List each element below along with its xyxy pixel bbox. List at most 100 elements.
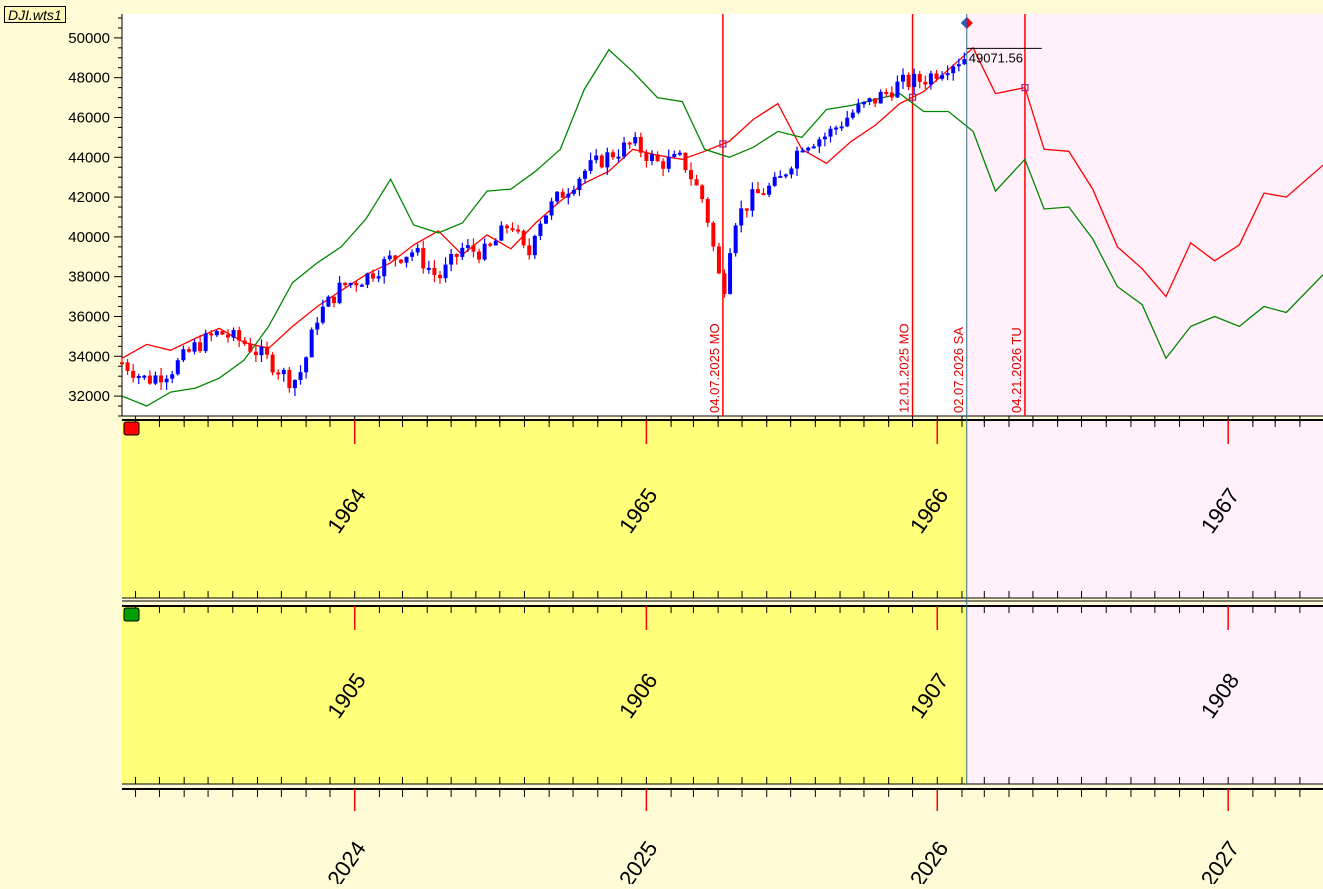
price-bar xyxy=(538,223,543,236)
price-bar xyxy=(170,374,175,379)
price-bar xyxy=(817,139,822,147)
price-bar xyxy=(225,334,230,338)
price-bar xyxy=(449,253,454,265)
price-bar xyxy=(560,191,565,198)
y-tick-label: 42000 xyxy=(68,189,110,206)
event-line-label: 04.21.2026 TU xyxy=(1009,327,1024,413)
price-bar xyxy=(711,222,716,247)
green-series-marker[interactable] xyxy=(123,607,140,622)
price-bar xyxy=(253,351,258,356)
price-bar xyxy=(281,369,286,375)
price-bar xyxy=(694,179,699,186)
price-bar xyxy=(889,92,894,98)
y-tick-label: 34000 xyxy=(68,348,110,365)
price-bar xyxy=(672,154,677,157)
price-bar xyxy=(845,117,850,127)
price-bar xyxy=(432,267,437,275)
red-series-marker[interactable] xyxy=(123,421,140,436)
price-bar xyxy=(555,191,560,202)
price-bar xyxy=(471,245,476,252)
price-bar xyxy=(265,346,270,355)
y-tick-label: 46000 xyxy=(68,109,110,126)
price-bar xyxy=(906,74,911,88)
price-bar xyxy=(393,255,398,260)
price-bar xyxy=(398,259,403,263)
event-line-label: 12.01.2025 MO xyxy=(897,323,912,413)
price-bar xyxy=(209,333,214,336)
price-bar xyxy=(772,176,777,186)
price-bar xyxy=(761,193,766,196)
price-bar xyxy=(482,243,487,260)
price-bar xyxy=(806,147,811,151)
price-bar xyxy=(276,372,281,375)
price-bar xyxy=(778,175,783,178)
price-bar xyxy=(326,296,331,307)
tick-layer xyxy=(135,416,1301,797)
event-marker xyxy=(908,93,917,101)
price-bar xyxy=(521,230,526,246)
price-bar xyxy=(962,59,967,65)
price-bar xyxy=(739,208,744,226)
price-bar xyxy=(700,185,705,200)
price-bar xyxy=(242,340,247,344)
price-bar xyxy=(633,137,638,144)
price-bar xyxy=(421,248,426,269)
price-bar xyxy=(951,66,956,74)
file-label[interactable]: DJI.wts1 xyxy=(4,6,66,23)
price-bar xyxy=(627,142,632,145)
price-bar xyxy=(359,284,364,287)
price-bar xyxy=(164,378,169,383)
price-bar xyxy=(588,160,593,171)
price-bar xyxy=(320,306,325,323)
y-tick-label: 38000 xyxy=(68,269,110,286)
price-bar xyxy=(270,354,275,373)
price-bar xyxy=(543,215,548,224)
price-bar xyxy=(516,229,521,232)
price-bar xyxy=(460,247,465,257)
price-bar xyxy=(566,193,571,198)
price-bar xyxy=(404,256,409,263)
price-bar xyxy=(382,259,387,277)
year-label: 2024 xyxy=(322,836,371,884)
event-line-label: 04.07.2025 MO xyxy=(707,323,722,413)
price-bar xyxy=(940,75,945,79)
price-bar xyxy=(186,349,191,352)
event-lines: 04.07.2025 MO 12.01.2025 MO 02.07.2026 SA 0… xyxy=(707,14,1026,416)
price-bar xyxy=(488,243,493,246)
price-bar xyxy=(822,136,827,140)
red-panel-history xyxy=(122,420,967,598)
price-bar xyxy=(287,369,292,389)
price-bar xyxy=(181,349,186,361)
price-bar xyxy=(220,331,225,335)
price-bar xyxy=(315,322,320,330)
price-bar xyxy=(839,126,844,129)
price-bar xyxy=(856,104,861,113)
red-cycle-line xyxy=(121,46,1323,359)
price-bar xyxy=(131,370,136,378)
price-bar xyxy=(192,342,197,352)
price-bar xyxy=(477,251,482,260)
price-bar xyxy=(811,146,816,149)
price-bar xyxy=(834,127,839,130)
price-bar xyxy=(454,253,459,257)
price-bar xyxy=(125,362,130,371)
price-bar xyxy=(716,246,721,274)
y-axis: 32000 34000 36000 38000 40000 42000 44000 46000… xyxy=(68,17,122,417)
price-bar xyxy=(142,375,147,378)
price-bar xyxy=(795,150,800,169)
price-bar xyxy=(376,276,381,279)
price-bar xyxy=(348,283,353,286)
y-tick-label: 48000 xyxy=(68,70,110,87)
price-bar xyxy=(689,170,694,180)
green-panel-forecast xyxy=(966,606,1323,784)
y-tick-label: 44000 xyxy=(68,149,110,166)
price-bar xyxy=(649,154,654,162)
price-bar xyxy=(912,73,917,88)
price-bar xyxy=(571,190,576,194)
price-bar xyxy=(159,375,164,383)
price-bar xyxy=(934,73,939,79)
price-bar xyxy=(783,174,788,177)
price-bar xyxy=(728,253,733,294)
